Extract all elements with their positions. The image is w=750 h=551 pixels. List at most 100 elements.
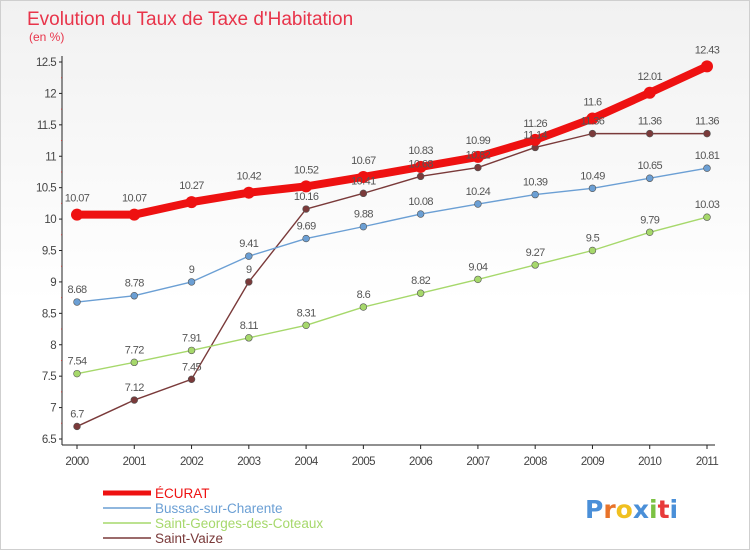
- data-label: 11.6: [583, 97, 602, 109]
- legend-entry: Bussac-sur-Charente: [155, 501, 283, 516]
- x-tick-label: 2009: [581, 456, 604, 468]
- series-line: [76, 132, 708, 428]
- data-point: [531, 261, 539, 269]
- data-labels-3: 6.77.127.45910.1610.4110.6810.8211.1411.…: [70, 116, 720, 421]
- data-point: [703, 213, 711, 221]
- data-label: 9.69: [297, 221, 316, 233]
- data-label: 12.01: [637, 71, 662, 83]
- data-label: 8.78: [125, 278, 144, 290]
- data-label: 10.65: [637, 160, 662, 172]
- data-label: 7.54: [67, 356, 86, 368]
- data-point: [302, 234, 310, 243]
- x-tick-label: 2002: [180, 456, 203, 468]
- data-point: [245, 334, 253, 342]
- data-point: [529, 133, 542, 146]
- brand-letter: r: [603, 495, 616, 524]
- data-label: 11.36: [638, 116, 662, 128]
- y-tick-label: 12.5: [36, 57, 56, 69]
- data-point: [130, 292, 138, 300]
- data-label: 8.11: [240, 320, 259, 332]
- data-label: 12.43: [695, 44, 720, 56]
- data-point: [703, 129, 711, 138]
- data-point: [646, 228, 654, 236]
- data-label: 9: [189, 264, 195, 276]
- data-point: [416, 289, 425, 297]
- y-tick-label: 8: [50, 340, 56, 352]
- data-point: [73, 369, 81, 378]
- data-point: [359, 303, 368, 311]
- series-layer: 10.07 10.07 10.27 10.42 10.52 10.67 10.83 10.99…: [65, 44, 720, 431]
- data-point: [474, 200, 482, 208]
- brand-letter: i: [649, 495, 658, 524]
- data-label: 10.81: [695, 150, 720, 162]
- data-label: 8.68: [67, 284, 86, 296]
- data-label: 7.72: [125, 344, 144, 356]
- legend-entry: ÉCURAT: [155, 486, 210, 501]
- series-0: [71, 60, 713, 221]
- data-point: [245, 252, 253, 260]
- data-label: 11.36: [581, 116, 605, 128]
- data-label: 7.45: [182, 361, 201, 373]
- series-line: [73, 62, 711, 219]
- x-tick-label: 2001: [123, 456, 146, 468]
- y-tick-label: 7.5: [42, 371, 56, 383]
- data-point: [416, 172, 425, 181]
- x-tick-label: 2010: [638, 456, 661, 468]
- x-tick-label: 2006: [409, 456, 432, 468]
- brand-letter: t: [658, 495, 670, 524]
- data-point: [588, 129, 597, 138]
- data-label: 10.41: [351, 175, 376, 187]
- x-tick-label: 2003: [237, 456, 260, 468]
- data-point: [474, 163, 482, 172]
- data-point: [646, 129, 654, 138]
- y-tick-label: 8.5: [42, 308, 56, 320]
- data-point: [588, 246, 597, 255]
- data-label: 10.52: [294, 164, 319, 176]
- y-tick-label: 11: [45, 151, 56, 163]
- data-point: [588, 184, 597, 192]
- data-label: 10.08: [408, 196, 433, 208]
- data-point: [474, 275, 482, 284]
- data-label: 11.14: [523, 129, 547, 141]
- y-tick-label: 9.5: [42, 246, 56, 258]
- data-point: [471, 150, 484, 163]
- data-point: [73, 298, 81, 306]
- data-label: 9.88: [354, 209, 373, 221]
- x-tick-label: 2000: [65, 456, 88, 468]
- data-label: 11.36: [695, 116, 719, 128]
- y-tick-label: 7: [50, 403, 56, 415]
- data-point: [130, 358, 138, 367]
- data-label: 10.24: [466, 186, 491, 198]
- data-point: [357, 170, 370, 183]
- data-labels-1: 8.68 8.78 9 9.41 9.69 9.88 10.08 10.24 10.39 10.4…: [67, 150, 720, 296]
- data-point: [531, 190, 539, 199]
- series-1: [73, 164, 711, 306]
- data-point: [185, 196, 198, 209]
- data-label: 10.99: [466, 135, 491, 147]
- x-tick-label: 2004: [294, 456, 318, 468]
- data-label: 9.5: [586, 233, 600, 245]
- y-tick-label: 10: [44, 214, 56, 226]
- data-label: 10.27: [179, 180, 204, 192]
- data-label: 9.41: [239, 238, 258, 250]
- data-label: 10.67: [351, 155, 376, 167]
- x-tick-label: 2007: [466, 456, 489, 468]
- data-label: 11.26: [523, 118, 547, 130]
- data-label: 8.6: [357, 289, 371, 301]
- data-label: 9.79: [640, 214, 659, 226]
- data-label: 10.16: [294, 191, 319, 203]
- y-tick-label: 11.5: [37, 120, 56, 132]
- data-label: 9: [246, 264, 252, 276]
- data-point: [646, 174, 654, 182]
- data-point: [300, 180, 313, 193]
- data-label: 10.49: [580, 170, 605, 182]
- brand-letter: x: [633, 495, 649, 524]
- data-point: [643, 86, 656, 99]
- proxiti-logo: Proxiti: [585, 495, 678, 524]
- data-label: 10.68: [408, 158, 433, 170]
- data-point: [414, 160, 427, 173]
- data-point: [187, 278, 196, 286]
- data-label: 8.31: [297, 307, 316, 319]
